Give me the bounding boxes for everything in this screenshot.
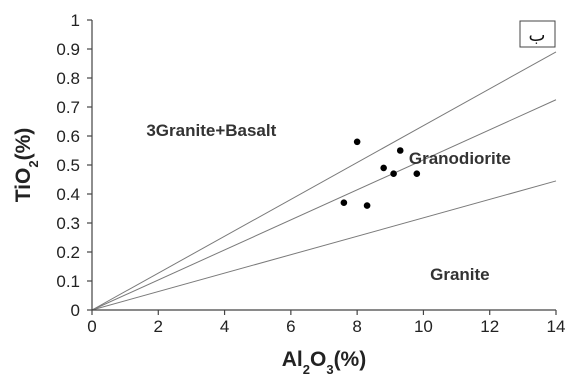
y-tick-label: 0.8 [56, 69, 80, 88]
corner-label: ب [529, 25, 546, 46]
y-tick-label: 0.1 [56, 272, 80, 291]
data-point [363, 202, 371, 209]
data-point [396, 147, 404, 154]
corner-label-box: ب [519, 20, 556, 48]
region-label: 3Granite+Basalt [146, 121, 276, 140]
data-point [390, 170, 397, 177]
x-tick-label: 14 [547, 317, 566, 336]
x-ticks: 0 2 4 6 8 10 12 14 [87, 310, 565, 336]
x-tick-label: 10 [414, 317, 433, 336]
y-tick-label: 0.7 [56, 98, 80, 117]
y-axis-title: TiO2(%) [12, 128, 41, 203]
x-tick-label: 12 [480, 317, 499, 336]
x-tick-label: 6 [286, 317, 295, 336]
boundary-line [91, 180, 557, 311]
data-point [340, 199, 348, 206]
boundary-line [91, 51, 557, 311]
data-point [413, 170, 421, 177]
boundary-lines [91, 51, 557, 311]
y-tick-label: 0.6 [56, 127, 80, 146]
y-tick-label: 1 [71, 11, 80, 30]
region-label: Granodiorite [409, 149, 511, 168]
y-tick-label: 0.3 [56, 214, 80, 233]
data-points [340, 138, 421, 209]
y-tick-label: 0.5 [56, 156, 80, 175]
y-tick-label: 0.9 [56, 40, 80, 59]
region-labels: 3Granite+Basalt Granodiorite Granite [146, 121, 511, 284]
y-tick-label: 0.2 [56, 243, 80, 262]
x-tick-label: 2 [154, 317, 163, 336]
x-tick-label: 8 [352, 317, 361, 336]
x-tick-label: 0 [87, 317, 96, 336]
data-point [380, 164, 387, 172]
y-ticks: 0 0.1 0.2 0.3 0.4 0.5 0.6 0.7 0.8 0.9 1 [56, 11, 92, 320]
x-tick-label: 4 [220, 317, 229, 336]
y-tick-label: 0 [71, 301, 80, 320]
boundary-line [91, 99, 557, 311]
x-axis-title: Al2O3(%) [282, 348, 366, 376]
data-point [353, 138, 361, 146]
y-tick-label: 0.4 [56, 185, 80, 204]
region-label: Granite [430, 265, 490, 284]
